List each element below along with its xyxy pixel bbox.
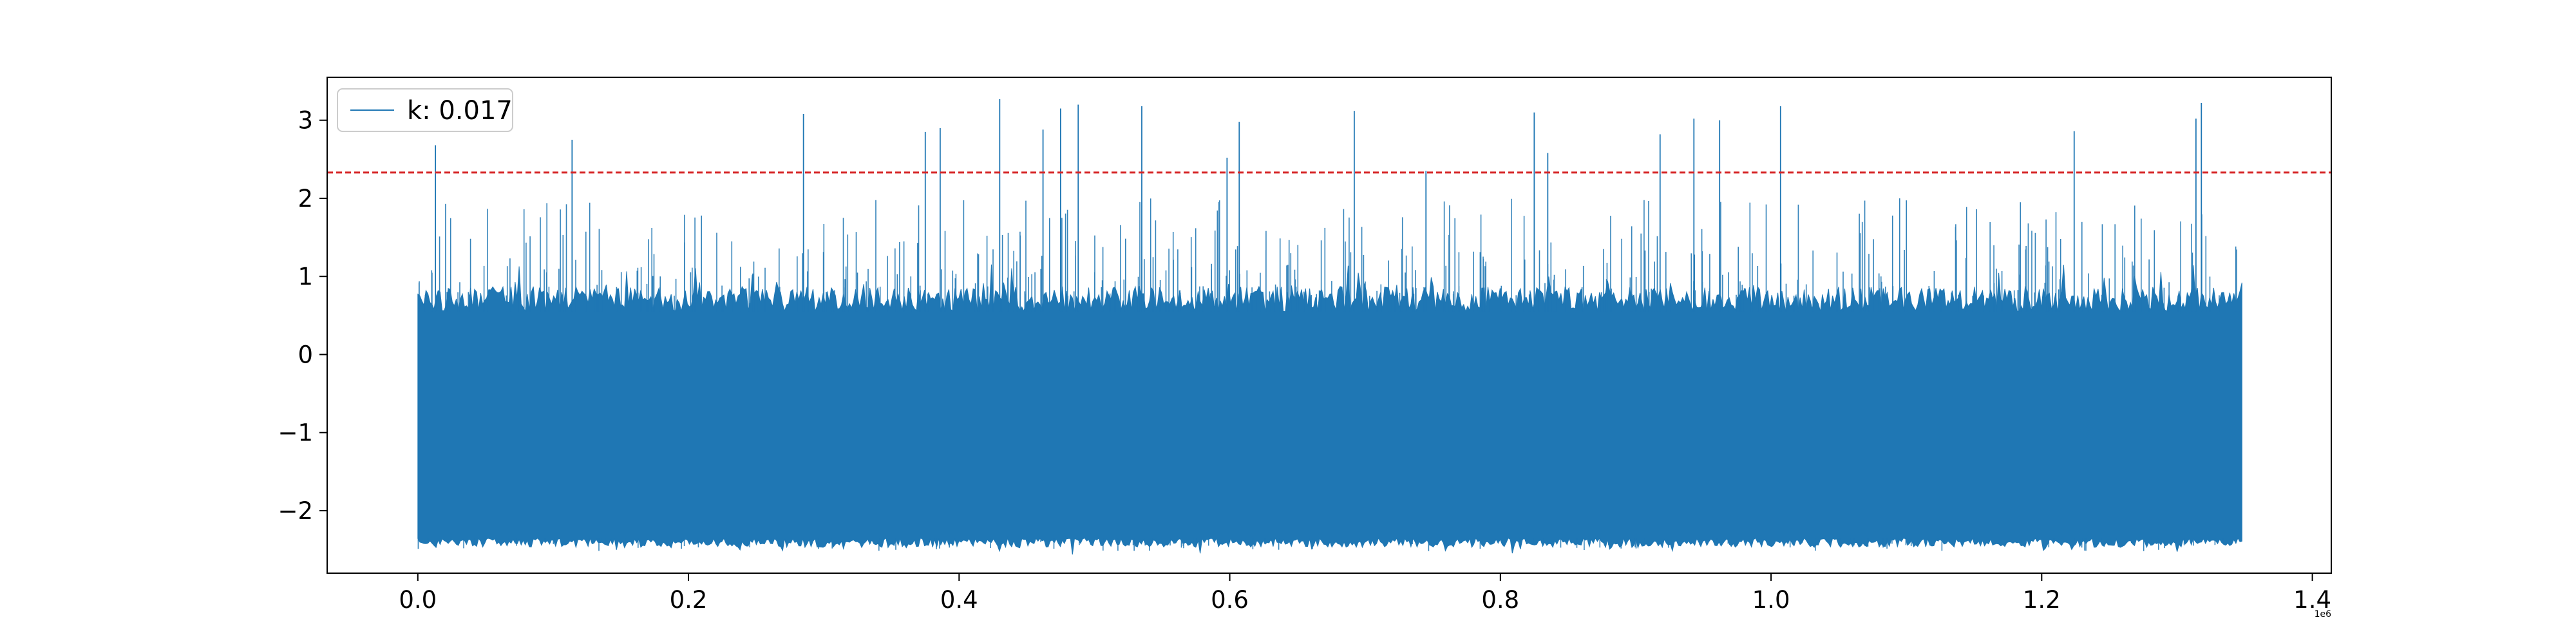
x-tick-label-4: 0.8 xyxy=(1481,586,1519,614)
series-minor-spikes xyxy=(417,198,2240,551)
x-tick-label-2: 0.4 xyxy=(940,586,978,614)
x-offset-label: 1e6 xyxy=(2315,609,2332,620)
x-tick-label-6: 1.2 xyxy=(2023,586,2061,614)
legend-label: k: 0.017 xyxy=(407,96,513,126)
series-group xyxy=(417,99,2242,554)
x-tick-label-5: 1.0 xyxy=(1752,586,1790,614)
y-axis: −2 −1 0 1 2 3 xyxy=(278,107,327,525)
plot-area xyxy=(327,77,2332,574)
series-noise-body xyxy=(417,264,2242,554)
x-tick-label-3: 0.6 xyxy=(1211,586,1249,614)
axes-frame xyxy=(327,77,2332,574)
y-tick-label-3: 1 xyxy=(298,263,313,290)
y-tick-label-4: 2 xyxy=(298,185,313,213)
y-tick-label-1: −1 xyxy=(278,419,313,447)
x-tick-label-1: 0.2 xyxy=(670,586,708,614)
y-tick-label-2: 0 xyxy=(298,341,313,368)
x-tick-label-7: 1.4 xyxy=(2293,586,2331,614)
legend: k: 0.017 xyxy=(337,88,513,132)
x-tick-label-0: 0.0 xyxy=(399,586,437,614)
y-tick-label-5: 3 xyxy=(298,107,313,135)
x-axis: 0.0 0.2 0.4 0.6 0.8 1.0 1.2 1.4 xyxy=(399,573,2331,614)
legend-box xyxy=(337,88,513,132)
y-tick-label-0: −2 xyxy=(278,497,313,525)
